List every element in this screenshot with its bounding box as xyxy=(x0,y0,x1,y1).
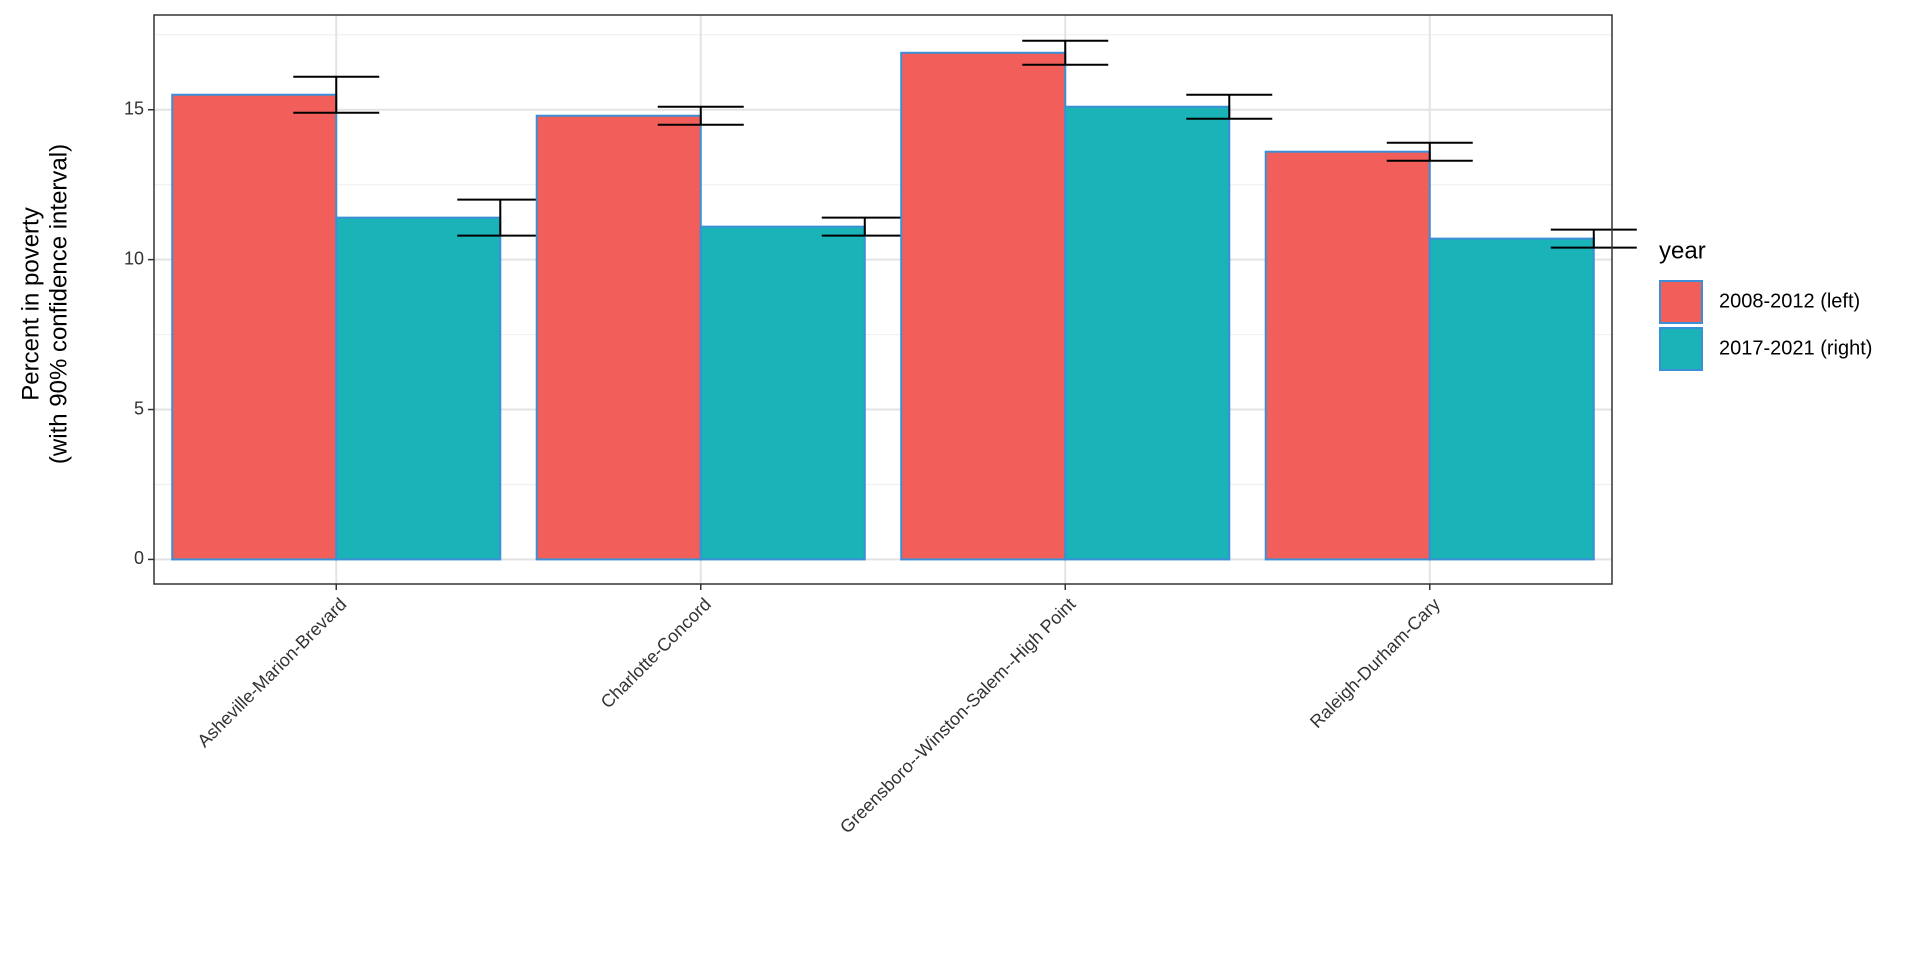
legend-text: 2008-2012 (left) xyxy=(1719,290,1860,312)
error-bar xyxy=(1186,93,1273,120)
x-tick-label: Asheville-Marion-Brevard xyxy=(193,594,350,751)
y-tick-label: 15 xyxy=(124,98,144,118)
x-tick-label: Raleigh-Durham-Cary xyxy=(1306,594,1444,732)
y-axis-title: Percent in poverty xyxy=(17,207,44,400)
error-bar xyxy=(293,75,380,114)
x-tick-label: Greensboro--Winston-Salem--High Point xyxy=(836,594,1079,837)
y-tick-label: 5 xyxy=(134,398,144,418)
bar xyxy=(900,51,1067,561)
error-bar xyxy=(821,216,908,237)
error-bar xyxy=(1022,39,1109,66)
bar xyxy=(1264,150,1431,561)
bar xyxy=(1428,237,1595,561)
error-bar xyxy=(657,105,744,126)
bar xyxy=(335,216,502,561)
y-tick-label: 0 xyxy=(134,548,144,568)
error-bar xyxy=(1386,141,1473,162)
bar xyxy=(1064,105,1231,561)
bar xyxy=(171,93,338,561)
legend-key xyxy=(1659,280,1703,324)
error-bar xyxy=(1550,228,1637,249)
x-tick-label: Charlotte-Concord xyxy=(597,594,715,712)
error-bar xyxy=(457,198,544,237)
y-tick-label: 10 xyxy=(124,248,144,268)
legend-title: year xyxy=(1659,237,1706,264)
bar xyxy=(535,114,702,561)
legend-key xyxy=(1659,327,1703,371)
y-axis-title: (with 90% confidence interval) xyxy=(45,144,72,464)
legend-text: 2017-2021 (right) xyxy=(1719,337,1872,359)
bar xyxy=(699,225,866,561)
panel-border xyxy=(153,14,1613,585)
